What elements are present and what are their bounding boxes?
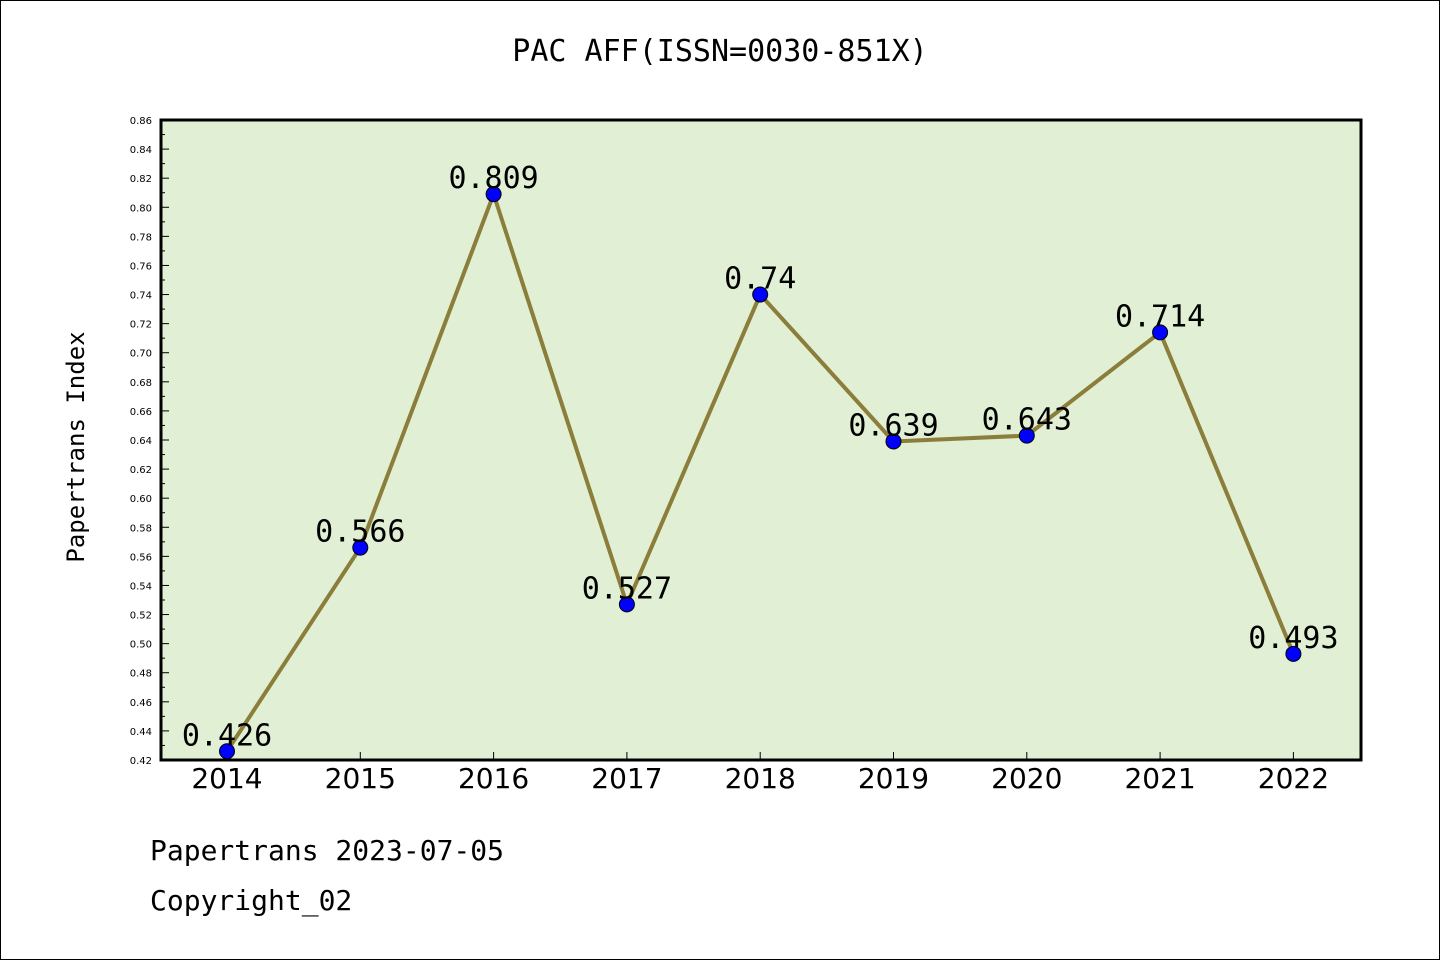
x-tick-label: 2015 xyxy=(325,762,396,795)
x-tick-label: 2019 xyxy=(858,762,929,795)
x-tick-label: 2014 xyxy=(191,762,262,795)
data-point xyxy=(485,186,502,203)
data-labels: 0.426 0.566 0.809 0.527 0.74 0.639 0.643 0.714 0… xyxy=(182,161,1339,753)
footer-date: Papertrans 2023-07-05 xyxy=(150,834,505,867)
y-tick-label: 0.76 xyxy=(130,261,152,272)
y-tick-label: 0.66 xyxy=(130,407,152,418)
y-tick-label: 0.62 xyxy=(130,465,152,476)
x-axis: 2014 2015 2016 2017 2018 2019 2020 2021 2022 xyxy=(191,752,1329,795)
y-tick-label: 0.72 xyxy=(130,320,152,331)
plot-border xyxy=(159,118,1363,762)
data-label: 0.566 xyxy=(315,515,405,550)
y-tick-label: 0.48 xyxy=(130,669,152,680)
x-tick-label: 2021 xyxy=(1124,762,1195,795)
data-point xyxy=(885,433,902,450)
data-label: 0.493 xyxy=(1248,621,1338,656)
y-tick-label: 0.44 xyxy=(130,727,152,738)
y-tick-label: 0.70 xyxy=(130,349,152,360)
x-tick-label: 2018 xyxy=(725,762,796,795)
data-point xyxy=(352,539,369,556)
data-label: 0.643 xyxy=(982,403,1072,438)
y-tick-label: 0.56 xyxy=(130,552,152,563)
y-tick-label: 0.84 xyxy=(130,145,152,156)
y-tick-label: 0.64 xyxy=(130,436,152,447)
y-tick-label: 0.50 xyxy=(130,640,152,651)
y-tick-label: 0.80 xyxy=(130,203,152,214)
y-tick-label: 0.52 xyxy=(130,611,152,622)
data-label: 0.714 xyxy=(1115,299,1205,334)
y-tick-label: 0.68 xyxy=(130,378,152,389)
data-label: 0.527 xyxy=(582,571,672,606)
y-tick-label: 0.42 xyxy=(130,756,152,767)
y-tick-label: 0.82 xyxy=(130,174,152,185)
y-tick-label: 0.60 xyxy=(130,494,152,505)
y-axis: 0.42 0.44 0.46 0.48 0.50 0.52 0.54 0.56 0.58 0.60… xyxy=(130,116,169,767)
data-point xyxy=(752,286,769,303)
x-tick-label: 2017 xyxy=(591,762,662,795)
x-tick-label: 2022 xyxy=(1258,762,1329,795)
plot-area xyxy=(161,120,1361,760)
x-tick-label: 2020 xyxy=(991,762,1062,795)
footer-copyright: Copyright_02 xyxy=(150,884,353,917)
y-tick-label: 0.46 xyxy=(130,698,152,709)
y-tick-label: 0.74 xyxy=(130,291,152,302)
data-point xyxy=(1285,645,1302,662)
data-label: 0.809 xyxy=(448,161,538,196)
chart-title: PAC AFF(ISSN=0030-851X) xyxy=(512,34,928,69)
y-tick-label: 0.78 xyxy=(130,232,152,243)
y-tick-label: 0.58 xyxy=(130,523,152,534)
data-label: 0.74 xyxy=(724,262,796,297)
data-label: 0.639 xyxy=(848,408,938,443)
data-point xyxy=(618,596,635,613)
y-tick-label: 0.54 xyxy=(130,581,152,592)
y-tick-label: 0.86 xyxy=(130,116,152,127)
data-label: 0.426 xyxy=(182,718,272,753)
data-point xyxy=(1152,324,1169,341)
series-markers xyxy=(219,186,1302,760)
data-point xyxy=(1018,427,1035,444)
x-tick-label: 2016 xyxy=(458,762,529,795)
